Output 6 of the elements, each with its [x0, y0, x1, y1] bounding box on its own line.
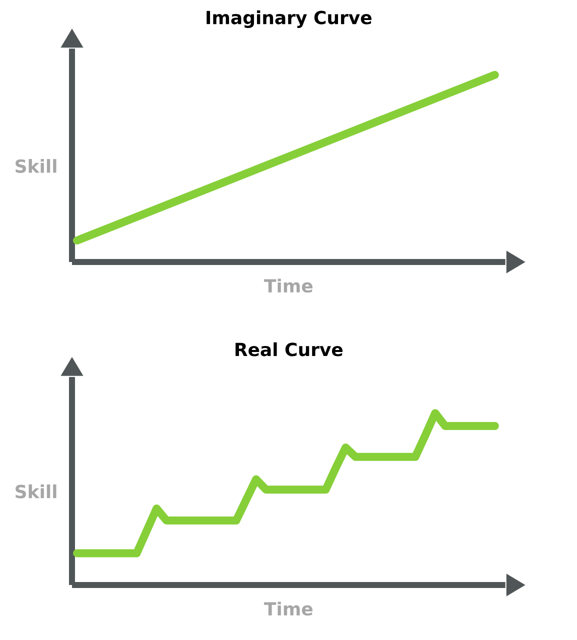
- x-axis-title: Time: [264, 278, 312, 293]
- y-axis-title: Skill: [16, 159, 56, 173]
- y-axis-title: Skill: [16, 484, 56, 498]
- chart-title: Imaginary Curve: [206, 10, 372, 28]
- x-axis-title: Time: [264, 602, 312, 616]
- chart-title: Real Curve: [236, 342, 343, 356]
